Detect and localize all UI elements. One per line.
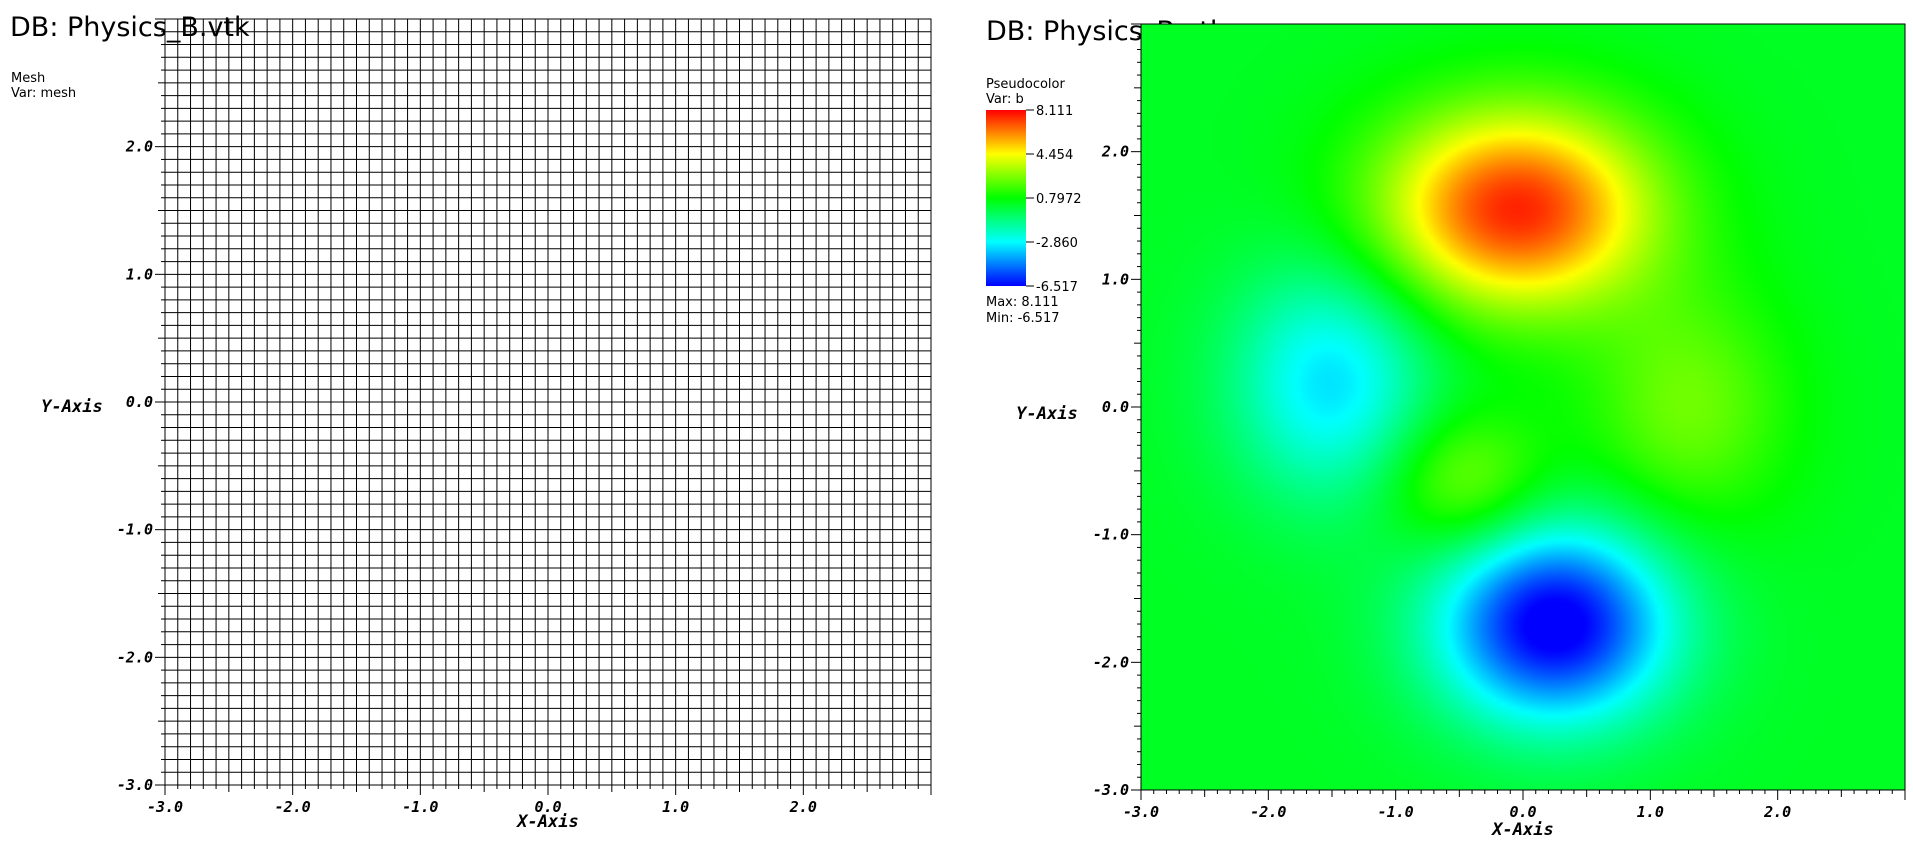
mesh-y-tick-label: -1.0 <box>117 521 153 539</box>
mesh-x-tick-label: -1.0 <box>402 798 438 816</box>
mesh-y-tick-label: 0.0 <box>126 393 153 411</box>
mesh-y-tick-label: -2.0 <box>117 648 153 666</box>
mesh-x-tick-label: -2.0 <box>275 798 311 816</box>
pc-y-tick-label: -3.0 <box>1093 781 1129 799</box>
pc-min-label: Min: -6.517 <box>986 311 1060 326</box>
pc-x-tick-label: 0.0 <box>1509 803 1536 821</box>
mesh-axis-ticks: -3.0 -2.0 -1.0 0.0 1.0 2.0 -3.0 -2.0 -1.0 0.0 1.0 2… <box>117 18 932 816</box>
mesh-x-tick-label: 0.0 <box>534 798 561 816</box>
mesh-plot: DB: Physics_B.vtk Mesh Var: mesh -3.0 -2.… <box>10 12 932 832</box>
colorbar-tick-label: 4.454 <box>1036 148 1073 163</box>
heatmap-field <box>1141 24 1905 790</box>
pc-y-tick-label: 0.0 <box>1102 398 1129 416</box>
pc-plot-label: Pseudocolor <box>986 77 1065 92</box>
colorbar-tick-label: -6.517 <box>1036 280 1078 295</box>
colorbar-ticks: 8.111 4.454 0.7972 -2.860 -6.517 <box>1026 104 1082 295</box>
colorbar-tick-label: 0.7972 <box>1036 192 1082 207</box>
mesh-var-label: Var: mesh <box>11 86 76 101</box>
pc-x-tick-label: 2.0 <box>1763 803 1791 821</box>
pseudocolor-plot: DB: Physics_B.vtk Pseudocolor Var: b 8.1… <box>986 16 1906 840</box>
mesh-y-tick-label: -3.0 <box>117 776 153 794</box>
pc-axis-ticks: -3.0 -2.0 -1.0 0.0 1.0 2.0 -3.0 -2.0 -1.0 0.0 1.0 2… <box>1093 23 1906 821</box>
mesh-x-tick-label: 2.0 <box>789 798 817 816</box>
pc-x-axis-title: X-Axis <box>1490 820 1553 840</box>
mesh-y-axis-title: Y-Axis <box>41 397 102 417</box>
mesh-x-tick-label: -3.0 <box>147 798 183 816</box>
pc-x-tick-label: -3.0 <box>1123 803 1159 821</box>
pc-y-axis-title: Y-Axis <box>1016 404 1077 424</box>
mesh-plot-label: Mesh <box>11 71 45 86</box>
mesh-y-tick-label: 1.0 <box>126 265 153 283</box>
colorbar-tick-label: 8.111 <box>1036 104 1073 119</box>
pc-x-tick-label: -2.0 <box>1250 803 1286 821</box>
pc-y-tick-label: -1.0 <box>1093 526 1129 544</box>
colorbar-gradient <box>986 110 1026 286</box>
mesh-db-title: DB: Physics_B.vtk <box>10 12 250 43</box>
pc-x-tick-label: -1.0 <box>1378 803 1414 821</box>
colorbar: 8.111 4.454 0.7972 -2.860 -6.517 <box>986 104 1082 295</box>
pc-y-tick-label: -2.0 <box>1093 653 1129 671</box>
pc-x-tick-label: 1.0 <box>1637 803 1664 821</box>
colorbar-tick-label: -2.860 <box>1036 236 1078 251</box>
heatmap-canvas <box>1141 24 1905 790</box>
mesh-x-axis-title: X-Axis <box>515 812 578 832</box>
mesh-grid <box>165 19 931 785</box>
mesh-y-tick-label: 2.0 <box>125 138 153 156</box>
pc-max-label: Max: 8.111 <box>986 295 1059 310</box>
pc-y-tick-label: 1.0 <box>1102 270 1129 288</box>
mesh-x-tick-label: 1.0 <box>662 798 689 816</box>
pc-y-tick-label: 2.0 <box>1101 143 1129 161</box>
pc-var-label: Var: b <box>986 92 1024 107</box>
